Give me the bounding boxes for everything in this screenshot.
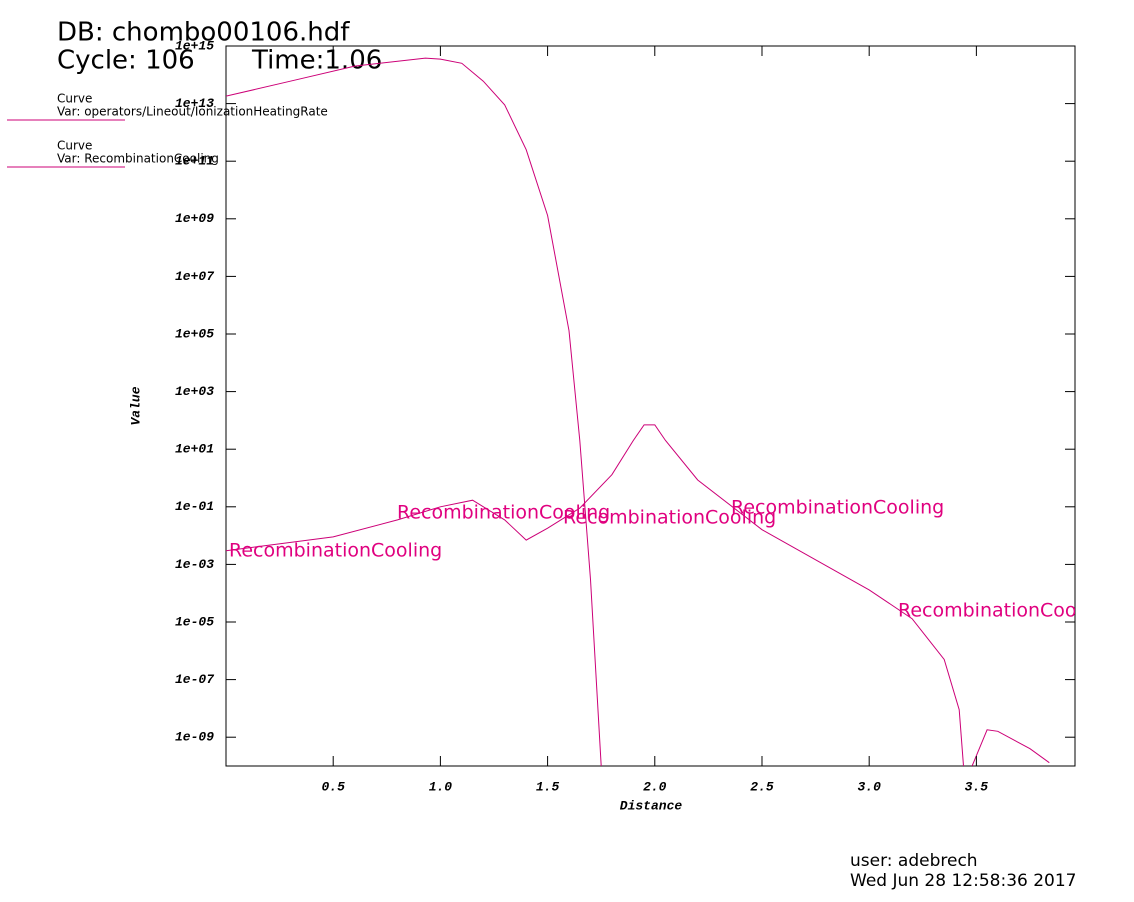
cycle-label: Cycle: 106: [57, 46, 195, 76]
y-tick-label: 1e+03: [175, 384, 214, 399]
curve-label: RecombinationCooling: [563, 507, 776, 529]
series-line: [226, 57, 602, 766]
legend-label: Var: RecombinationCooling: [57, 152, 219, 166]
x-tick-label: 3.5: [965, 779, 989, 794]
y-tick-label: 1e+09: [175, 211, 214, 226]
y-tick-label: 1e-03: [175, 557, 214, 572]
y-tick-label: 1e+07: [175, 269, 214, 284]
plot-frame: [225, 45, 1076, 767]
x-tick-label: 2.5: [750, 779, 774, 794]
chart-title: DB: chombo00106.hdf: [57, 18, 350, 48]
curve-label: RecombinationCooling: [229, 540, 442, 562]
legend-heading: Curve: [57, 92, 92, 106]
y-tick-label: 1e+11: [175, 154, 214, 169]
y-tick-label: 1e+15: [175, 38, 214, 53]
x-tick-label: 1.0: [429, 779, 453, 794]
x-tick-label: 3.0: [857, 779, 881, 794]
time-label: Time:1.06: [251, 46, 382, 76]
user-label: user: adebrech: [850, 851, 978, 871]
legend-label: Var: operators/Lineout/IonizationHeating…: [57, 105, 328, 119]
y-tick-label: 1e-01: [175, 499, 214, 514]
x-tick-label: 1.5: [536, 779, 560, 794]
y-tick-label: 1e+05: [175, 326, 214, 341]
date-label: Wed Jun 28 12:58:36 2017: [850, 871, 1077, 891]
x-axis-title: Distance: [620, 798, 683, 813]
x-tick-label: 0.5: [321, 779, 345, 794]
y-tick-label: 1e-05: [175, 614, 214, 629]
plot-area: RecombinationCoolingRecombinationCooling…: [226, 57, 1111, 766]
y-tick-label: 1e-07: [175, 672, 214, 687]
y-tick-label: 1e+13: [175, 96, 214, 111]
legend-heading: Curve: [57, 139, 92, 153]
y-tick-label: 1e+01: [175, 442, 214, 457]
curve-label: RecombinationCooling: [397, 502, 610, 524]
curve-label: RecombinationCooling: [731, 497, 944, 519]
y-axis-title: Value: [128, 386, 143, 425]
x-tick-label: 2.0: [643, 779, 667, 794]
curve-label: RecombinationCooling: [898, 600, 1111, 622]
series-line: [226, 424, 1050, 766]
y-tick-label: 1e-09: [175, 730, 214, 745]
